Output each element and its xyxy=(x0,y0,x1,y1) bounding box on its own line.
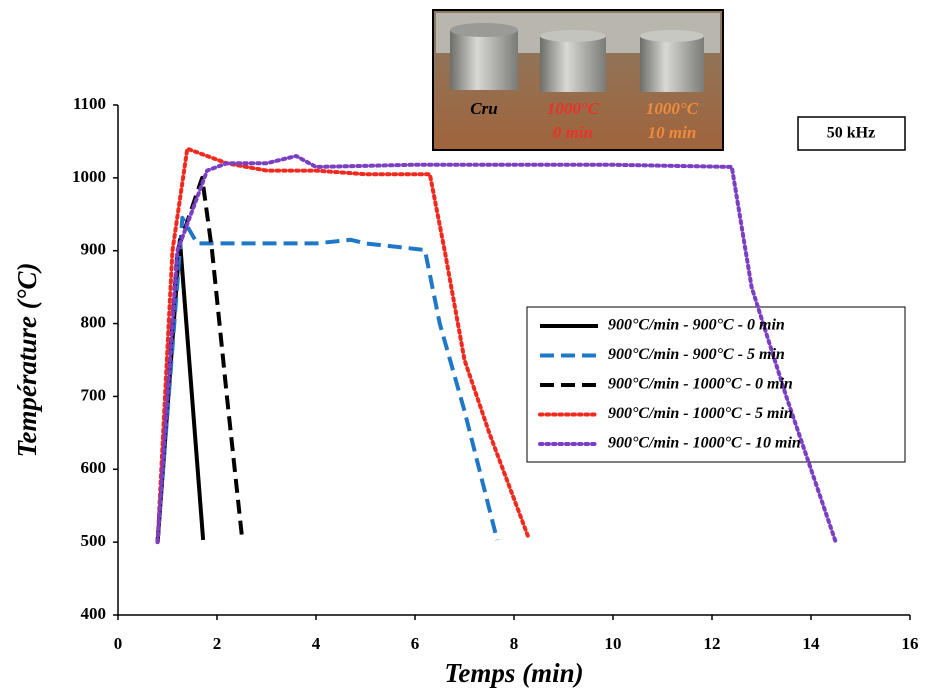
photo-label: 1000°C xyxy=(646,99,699,118)
legend-label: 900°C/min - 1000°C - 10 min xyxy=(608,435,801,452)
x-tick-label: 2 xyxy=(213,634,222,653)
legend-label: 900°C/min - 1000°C - 0 min xyxy=(608,376,793,393)
photo-label: 10 min xyxy=(648,123,697,142)
y-tick-label: 800 xyxy=(81,312,107,331)
photo-label: Cru xyxy=(470,99,497,118)
x-tick-label: 8 xyxy=(510,634,519,653)
x-tick-label: 12 xyxy=(704,634,721,653)
legend-label: 900°C/min - 1000°C - 5 min xyxy=(608,405,793,422)
x-tick-label: 6 xyxy=(411,634,420,653)
x-tick-label: 10 xyxy=(605,634,622,653)
y-tick-label: 500 xyxy=(81,531,107,550)
x-axis-title: Temps (min) xyxy=(444,658,583,688)
y-tick-label: 400 xyxy=(81,604,107,623)
y-tick-label: 700 xyxy=(81,385,107,404)
inset-photo xyxy=(432,9,724,151)
series-line xyxy=(155,154,838,545)
annotation-box xyxy=(797,116,906,151)
y-axis-title: Température (°C) xyxy=(12,262,42,457)
annotation: 50 kHz xyxy=(827,125,875,142)
photo-label: 1000°C xyxy=(547,99,600,118)
legend-label: 900°C/min - 900°C - 0 min xyxy=(608,317,785,334)
y-tick-label: 1000 xyxy=(72,167,106,186)
photo-label: 0 min xyxy=(553,123,593,142)
series-line xyxy=(155,215,500,543)
x-tick-label: 16 xyxy=(902,634,919,653)
legend-label: 900°C/min - 900°C - 5 min xyxy=(608,346,785,363)
x-tick-label: 4 xyxy=(312,634,321,653)
series-line xyxy=(155,146,531,545)
y-tick-label: 600 xyxy=(81,458,107,477)
y-tick-label: 900 xyxy=(81,240,107,259)
y-tick-label: 1100 xyxy=(73,94,106,113)
x-tick-label: 0 xyxy=(114,634,123,653)
x-tick-label: 14 xyxy=(803,634,821,653)
